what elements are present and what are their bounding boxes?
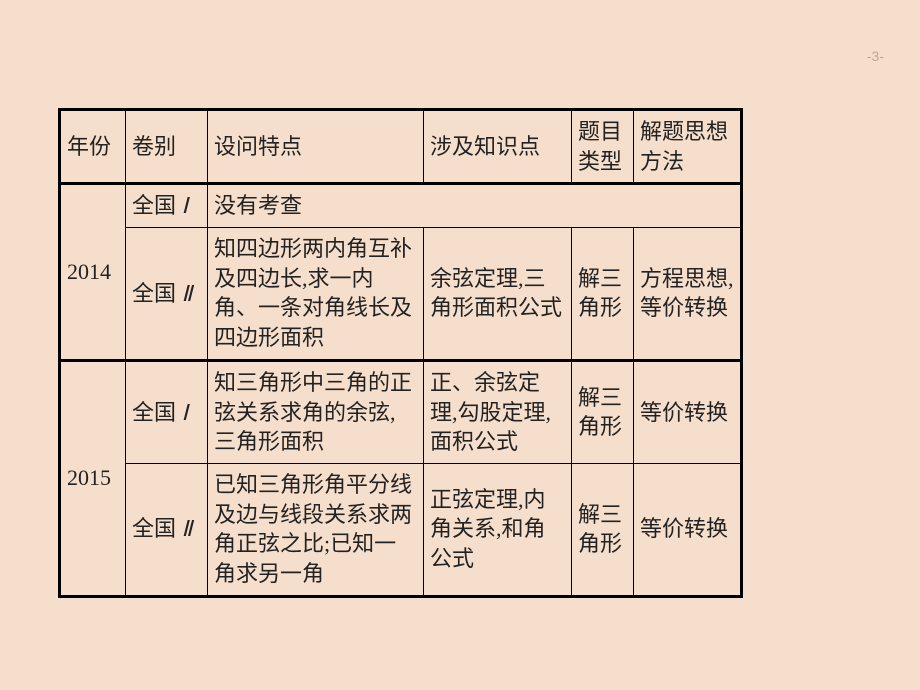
juan-num: Ⅰ <box>182 193 189 218</box>
juan-pref: 全国 <box>132 516 176 541</box>
th-tedian: 设问特点 <box>208 110 424 184</box>
row-2014-1: 2014 全国 Ⅰ 没有考查 <box>60 184 742 228</box>
juan-num: Ⅱ <box>182 516 193 541</box>
cell-juan-2014-2: 全国 Ⅱ <box>126 228 208 361</box>
cell-leixing-2014-2: 解三角形 <box>572 228 634 361</box>
cell-sixiang-2015-2: 等价转换 <box>634 463 742 596</box>
cell-tedian-2014-1: 没有考查 <box>208 184 742 228</box>
page-number: -3- <box>867 48 884 64</box>
juan-num: Ⅱ <box>182 281 193 306</box>
cell-tedian-2015-2: 已知三角形角平分线及边与线段关系求两角正弦之比;已知一角求另一角 <box>208 463 424 596</box>
cell-sixiang-2014-2: 方程思想,等价转换 <box>634 228 742 361</box>
th-zhishi: 涉及知识点 <box>424 110 572 184</box>
cell-zhishi-2015-1: 正、余弦定理,勾股定理,面积公式 <box>424 360 572 463</box>
th-juan: 卷别 <box>126 110 208 184</box>
cell-juan-2015-2: 全国 Ⅱ <box>126 463 208 596</box>
cell-leixing-2015-1: 解三角形 <box>572 360 634 463</box>
cell-juan-2014-1: 全国 Ⅰ <box>126 184 208 228</box>
th-sixiang: 解题思想方法 <box>634 110 742 184</box>
cell-sixiang-2015-1: 等价转换 <box>634 360 742 463</box>
cell-year-2014: 2014 <box>60 184 126 360</box>
th-year: 年份 <box>60 110 126 184</box>
juan-num: Ⅰ <box>182 400 189 425</box>
cell-tedian-2014-2: 知四边形两内角互补及四边长,求一内角、一条对角线长及四边形面积 <box>208 228 424 361</box>
cell-zhishi-2015-2: 正弦定理,内角关系,和角公式 <box>424 463 572 596</box>
cell-juan-2015-1: 全国 Ⅰ <box>126 360 208 463</box>
cell-year-2015: 2015 <box>60 360 126 596</box>
th-leixing: 题目类型 <box>572 110 634 184</box>
row-2015-2: 全国 Ⅱ 已知三角形角平分线及边与线段关系求两角正弦之比;已知一角求另一角 正弦… <box>60 463 742 596</box>
header-row: 年份 卷别 设问特点 涉及知识点 题目类型 解题思想方法 <box>60 110 742 184</box>
juan-pref: 全国 <box>132 281 176 306</box>
exam-table: 年份 卷别 设问特点 涉及知识点 题目类型 解题思想方法 2014 全国 Ⅰ 没… <box>58 108 743 598</box>
juan-pref: 全国 <box>132 400 176 425</box>
row-2014-2: 全国 Ⅱ 知四边形两内角互补及四边长,求一内角、一条对角线长及四边形面积 余弦定… <box>60 228 742 361</box>
row-2015-1: 2015 全国 Ⅰ 知三角形中三角的正弦关系求角的余弦,三角形面积 正、余弦定理… <box>60 360 742 463</box>
cell-zhishi-2014-2: 余弦定理,三角形面积公式 <box>424 228 572 361</box>
juan-pref: 全国 <box>132 193 176 218</box>
cell-leixing-2015-2: 解三角形 <box>572 463 634 596</box>
cell-tedian-2015-1: 知三角形中三角的正弦关系求角的余弦,三角形面积 <box>208 360 424 463</box>
